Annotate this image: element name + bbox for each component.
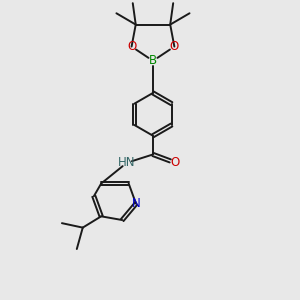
Text: B: B <box>149 54 157 67</box>
Text: N: N <box>132 197 140 210</box>
Text: O: O <box>127 40 136 53</box>
Text: O: O <box>171 156 180 169</box>
Text: HN: HN <box>118 156 136 169</box>
Text: O: O <box>170 40 179 53</box>
